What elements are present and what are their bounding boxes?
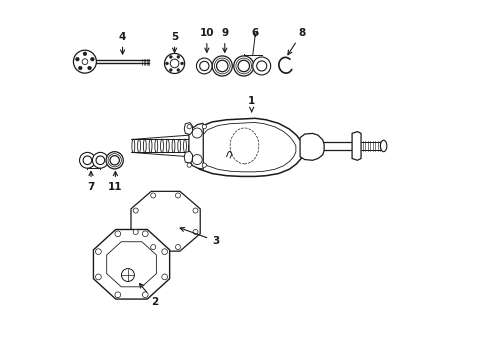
Circle shape: [170, 59, 179, 68]
Text: 1: 1: [247, 96, 255, 112]
Circle shape: [202, 163, 206, 167]
Circle shape: [162, 274, 167, 280]
Text: 11: 11: [108, 171, 122, 192]
Circle shape: [164, 53, 184, 73]
Circle shape: [150, 244, 155, 249]
Circle shape: [216, 60, 227, 72]
Circle shape: [87, 66, 91, 70]
Circle shape: [175, 193, 180, 198]
Polygon shape: [93, 229, 169, 299]
Circle shape: [202, 125, 206, 129]
Circle shape: [233, 56, 253, 76]
Circle shape: [187, 125, 191, 129]
Circle shape: [196, 58, 212, 74]
Circle shape: [142, 231, 148, 237]
Circle shape: [95, 274, 101, 280]
Circle shape: [92, 152, 108, 168]
Circle shape: [80, 152, 95, 168]
Circle shape: [115, 292, 121, 298]
Polygon shape: [184, 123, 192, 134]
Text: 2: 2: [139, 283, 158, 307]
Polygon shape: [351, 132, 360, 160]
Polygon shape: [188, 123, 203, 169]
Text: 5: 5: [171, 32, 178, 52]
Circle shape: [142, 292, 148, 298]
Text: 10: 10: [199, 28, 214, 52]
Polygon shape: [131, 191, 200, 251]
Circle shape: [73, 50, 96, 73]
Circle shape: [180, 62, 183, 65]
Circle shape: [177, 55, 180, 58]
Circle shape: [83, 52, 86, 55]
Ellipse shape: [380, 140, 386, 152]
Circle shape: [133, 208, 138, 213]
Circle shape: [175, 244, 180, 249]
Circle shape: [256, 61, 266, 71]
Text: 9: 9: [221, 28, 228, 52]
Polygon shape: [184, 151, 192, 163]
Circle shape: [199, 61, 208, 71]
Circle shape: [150, 193, 155, 198]
Circle shape: [252, 57, 270, 75]
Text: 7: 7: [87, 171, 95, 192]
Circle shape: [133, 229, 138, 234]
Text: 3: 3: [180, 228, 219, 246]
Circle shape: [115, 231, 121, 237]
Circle shape: [238, 60, 249, 72]
Circle shape: [96, 156, 104, 165]
Circle shape: [212, 56, 232, 76]
Circle shape: [177, 68, 180, 71]
Circle shape: [169, 68, 172, 71]
Circle shape: [165, 62, 168, 65]
Text: 6: 6: [251, 28, 258, 38]
Circle shape: [83, 156, 92, 165]
Circle shape: [79, 66, 82, 70]
Polygon shape: [188, 118, 303, 176]
Circle shape: [76, 58, 79, 61]
Circle shape: [90, 58, 94, 61]
Circle shape: [187, 163, 191, 167]
Circle shape: [169, 55, 172, 58]
Circle shape: [193, 208, 198, 213]
Circle shape: [162, 249, 167, 255]
Circle shape: [95, 249, 101, 255]
Text: 4: 4: [119, 32, 126, 54]
Circle shape: [106, 152, 123, 169]
Text: 8: 8: [287, 28, 305, 55]
Polygon shape: [300, 134, 324, 160]
Circle shape: [110, 156, 119, 165]
Circle shape: [193, 229, 198, 234]
